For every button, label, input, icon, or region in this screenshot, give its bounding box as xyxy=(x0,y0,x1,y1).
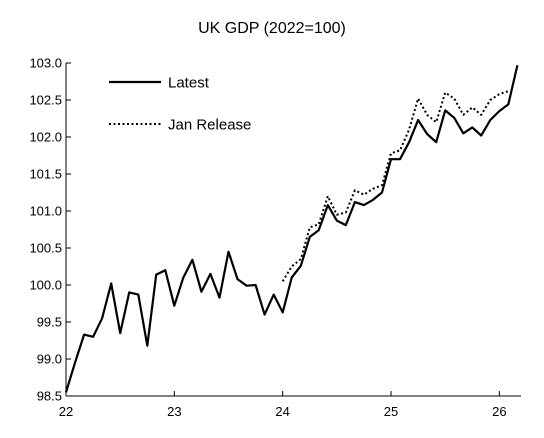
y-tick-label: 100.0 xyxy=(29,278,62,293)
y-tick-label: 99.5 xyxy=(37,315,62,330)
x-tick-label: 26 xyxy=(492,404,506,419)
legend: Latest Jan Release xyxy=(109,75,251,134)
y-tick-label: 99.0 xyxy=(37,352,62,367)
y-tick-label: 102.5 xyxy=(29,93,62,108)
x-tick-label: 22 xyxy=(59,404,73,419)
y-tick-label: 101.0 xyxy=(29,204,62,219)
x-tick-label: 25 xyxy=(384,404,398,419)
axes: 98.5 99.0 99.5 100.0 100.5 101.0 101.5 102.0 102… xyxy=(29,56,521,419)
y-tick-label: 103.0 xyxy=(29,56,62,71)
y-tick-label: 101.5 xyxy=(29,167,62,182)
series-line-latest xyxy=(64,64,519,393)
series-line-jan-release xyxy=(281,90,509,282)
y-tick-label: 98.5 xyxy=(37,389,62,404)
chart-title: UK GDP (2022=100) xyxy=(198,20,346,37)
y-tick-label: 100.5 xyxy=(29,241,62,256)
series-layer xyxy=(64,64,519,393)
legend-label: Jan Release xyxy=(168,117,251,134)
y-tick-label: 102.0 xyxy=(29,130,62,145)
x-tick-label: 23 xyxy=(167,404,181,419)
x-tick-label: 24 xyxy=(275,404,289,419)
legend-label: Latest xyxy=(168,75,210,92)
